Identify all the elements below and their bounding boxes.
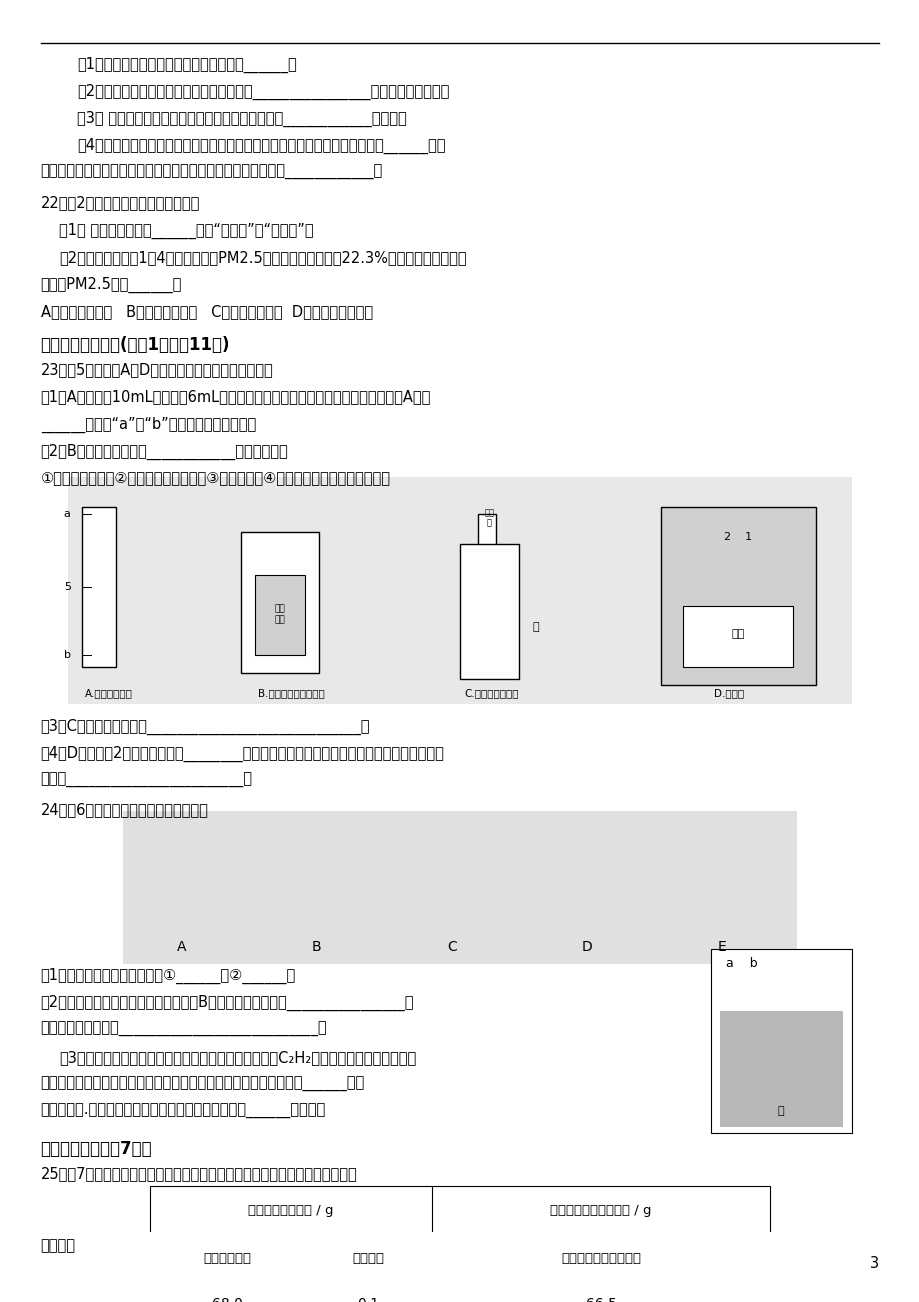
Text: 68.0: 68.0 [212, 1297, 243, 1302]
Text: （1） 洁净的空气属于______（填“混合物”或“纯净物”）: （1） 洁净的空气属于______（填“混合物”或“纯净物”） [59, 223, 313, 238]
Text: 别此山泉水和蒸馏水。生活中要降低水的硬度，可采用的方法是____________。: 别此山泉水和蒸馏水。生活中要降低水的硬度，可采用的方法是____________… [40, 165, 382, 180]
Text: 25．（7分）某同学向过氧化氢溶液中加入二氧化锰制取氧气，相关数据如下：: 25．（7分）某同学向过氧化氢溶液中加入二氧化锰制取氧气，相关数据如下： [40, 1167, 357, 1182]
Text: A．燃煎火力发电   B．治理工地扬尘   C．露天焚烧垃圾  D．使用氢能源汽车: A．燃煎火力发电 B．治理工地扬尘 C．露天焚烧垃圾 D．使用氢能源汽车 [40, 303, 372, 319]
Text: 固体与液体混合物质量: 固体与液体混合物质量 [561, 1251, 641, 1264]
Text: （1）A实验中用10mL量筒量取6mL蒸馏水，读数时量筒内的液体凹液面最低处应与A图中: （1）A实验中用10mL量筒量取6mL蒸馏水，读数时量筒内的液体凹液面最低处应与… [40, 389, 430, 405]
Text: E: E [717, 940, 725, 954]
Text: D: D [581, 940, 592, 954]
FancyBboxPatch shape [683, 605, 792, 667]
Text: ______处（填“a”或“b”）的刻度线保持水平：: ______处（填“a”或“b”）的刻度线保持水平： [40, 417, 255, 432]
Bar [122, 811, 797, 963]
Text: ①装置气密性好；②实验前夹紧止水夹；③红磷过量；④冷却至室温后再打开止水夹；: ①装置气密性好；②实验前夹紧止水夹；③红磷过量；④冷却至室温后再打开止水夹； [40, 470, 391, 486]
Text: 0.1: 0.1 [357, 1297, 380, 1302]
Text: 请计算：: 请计算： [40, 1238, 75, 1253]
Text: （2）实验室用高閔酸钒制取氧气，装置B还需做的一点改动是________________，: （2）实验室用高閔酸钒制取氧气，装置B还需做的一点改动是____________… [40, 995, 414, 1010]
Bar [460, 544, 518, 680]
Text: 66.5: 66.5 [585, 1297, 616, 1302]
Text: （2）据报道，今年1～4月重庆空气中PM2.5与去年同期相比下降22.3%，下列行为不会增加: （2）据报道，今年1～4月重庆空气中PM2.5与去年同期相比下降22.3%，下列… [59, 250, 466, 264]
Text: （3） 若某同学发现水样呈浅黄色，他净水时可加入____________来脱色；: （3） 若某同学发现水样呈浅黄色，他净水时可加入____________来脱色； [77, 111, 406, 128]
Text: B: B [312, 940, 322, 954]
Bar [255, 575, 305, 655]
Text: B.测定空气中氧气含量: B.测定空气中氧气含量 [257, 687, 324, 698]
Text: （4）D实验试管2中产生的气体是________（填名称），电解时常向水中加入少量氢氧化鐙，其: （4）D实验试管2中产生的气体是________（填名称），电解时常向水中加入少… [40, 746, 444, 762]
Text: A.读取液体体积: A.读取液体体积 [85, 687, 133, 698]
Text: 目的是________________________。: 目的是________________________。 [40, 772, 253, 788]
Text: 3: 3 [869, 1256, 879, 1271]
Text: 装置序号）.若改用右图装置来收集乙炱，则气体应从______端进入。: 装置序号）.若改用右图装置来收集乙炱，则气体应从______端进入。 [40, 1104, 325, 1118]
Text: （3）C实验中水的作用是_____________________________；: （3）C实验中水的作用是____________________________… [40, 719, 369, 734]
Text: 三、我能实验探究(每癲1分，共11分): 三、我能实验探究(每癲1分，共11分) [40, 336, 230, 354]
Text: 充分反应后物质的质量 / g: 充分反应后物质的质量 / g [550, 1204, 651, 1217]
Text: 22．（2分）空气是一种宝贵的资源。: 22．（2分）空气是一种宝贵的资源。 [40, 195, 199, 211]
Bar [478, 513, 496, 551]
Text: C.硫在氧气中燃烧: C.硫在氧气中燃烧 [464, 687, 518, 698]
Text: 空气中PM2.5的是______。: 空气中PM2.5的是______。 [40, 276, 182, 293]
Text: 色气体，密度比空气略小，难溶于水。制取并收集纯净乙炱的装置是______（填: 色气体，密度比空气略小，难溶于水。制取并收集纯净乙炱的装置是______（填 [40, 1077, 365, 1092]
Bar [82, 508, 116, 667]
Text: 水: 水 [532, 622, 539, 633]
Bar [710, 949, 851, 1134]
Text: 足量
红磷: 足量 红磷 [274, 604, 285, 624]
Text: C: C [447, 940, 456, 954]
Text: 23．（5分）下列A～D是初中化学中的四个实验装置：: 23．（5分）下列A～D是初中化学中的四个实验装置： [40, 362, 273, 378]
Text: （1）请写出所标仪器的名称：①______、②______；: （1）请写出所标仪器的名称：①______、②______； [40, 967, 296, 984]
Text: 玻璃
片: 玻璃 片 [483, 509, 494, 527]
Bar [660, 508, 814, 685]
Text: 反应前物质的质量 / g: 反应前物质的质量 / g [248, 1204, 334, 1217]
Text: （4）江津是个好地方，四面山的某山泉水中富含硅、钑、鑂、镁等元素，可用______来鉴: （4）江津是个好地方，四面山的某山泉水中富含硅、钑、鑂、镁等元素，可用_____… [77, 138, 445, 154]
Text: a: a [63, 509, 71, 518]
Text: 二氧化锰: 二氧化锰 [352, 1251, 384, 1264]
Text: b: b [63, 650, 71, 660]
Text: 5: 5 [63, 582, 71, 592]
Text: 电源: 电源 [731, 629, 743, 639]
Text: 四、我能计算（共7分）: 四、我能计算（共7分） [40, 1139, 152, 1157]
Text: 24．（6分）下图是实验室常用的装置：: 24．（6分）下图是实验室常用的装置： [40, 802, 209, 818]
Text: 水: 水 [777, 1107, 783, 1116]
Text: D.电解水: D.电解水 [713, 687, 743, 698]
Text: （3）实验室用电石（固体）与水常温下反应制取乙炱（C₂H₂）。常温下，乙炱是一种无: （3）实验室用电石（固体）与水常温下反应制取乙炱（C₂H₂）。常温下，乙炱是一种… [59, 1049, 415, 1065]
Text: （2）B实验成功的关键是____________（填序号）：: （2）B实验成功的关键是____________（填序号）： [40, 444, 288, 460]
Bar [241, 533, 318, 673]
Text: （1）在此操作中缺少的玻璃仪器的作用是______；: （1）在此操作中缺少的玻璃仪器的作用是______； [77, 57, 297, 73]
Text: 2    1: 2 1 [723, 533, 752, 542]
Bar [719, 1010, 842, 1128]
Text: 过氧化氢溶液: 过氧化氢溶液 [203, 1251, 251, 1264]
Text: A: A [177, 940, 187, 954]
Bar [150, 1186, 769, 1302]
Text: a    b: a b [725, 957, 757, 970]
Text: 反应的化学方程式：___________________________；: 反应的化学方程式：___________________________； [40, 1022, 327, 1036]
Bar [68, 477, 851, 704]
Text: （2）若过滤后滤液仍然浑浊，请分析原因：________________（任答一条即可）；: （2）若过滤后滤液仍然浑浊，请分析原因：________________（任答一… [77, 83, 449, 100]
